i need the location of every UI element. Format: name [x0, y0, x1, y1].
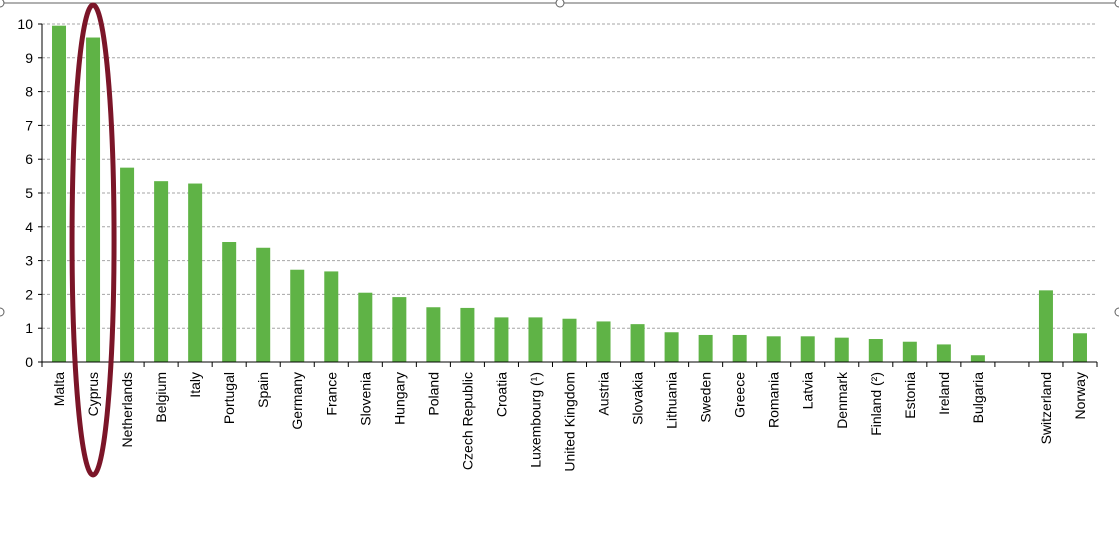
bar: [630, 324, 645, 362]
y-tick-label: 0: [25, 354, 33, 370]
y-tick-label: 3: [25, 253, 33, 269]
bar: [1038, 290, 1053, 362]
x-tick-label: Bulgaria: [970, 372, 986, 424]
bar: [766, 336, 781, 362]
y-tick-label: 7: [25, 117, 33, 133]
bar: [562, 318, 577, 362]
x-tick-label: Austria: [596, 372, 612, 416]
bar: [52, 25, 67, 362]
bar: [902, 341, 917, 362]
bar: [86, 37, 101, 363]
bar: [528, 317, 543, 362]
bar: [154, 181, 169, 362]
highlight-layer: [69, 2, 117, 478]
x-tick-label: Ireland: [936, 372, 952, 415]
x-tick-label: Cyprus: [85, 372, 101, 416]
x-tick-label: Denmark: [834, 371, 850, 429]
x-tick-label: Slovenia: [357, 372, 373, 426]
bar: [426, 307, 441, 362]
x-tick-label: Belgium: [153, 372, 169, 423]
x-tick-label: Lithuania: [664, 372, 680, 429]
x-tick-label: Portugal: [221, 372, 237, 424]
bar: [358, 292, 373, 362]
highlight-ellipse: [69, 2, 117, 478]
x-tick-label: Czech Republic: [459, 372, 475, 470]
x-tick-label: Romania: [766, 372, 782, 428]
bar: [868, 339, 883, 362]
x-tick-label: Italy: [187, 372, 203, 398]
y-tick-label: 8: [25, 84, 33, 100]
x-tick-label: Poland: [425, 372, 441, 416]
resize-handle-middle-right[interactable]: [1114, 307, 1119, 317]
bar: [1072, 333, 1087, 362]
x-tick-label: Spain: [255, 372, 271, 408]
x-tick-label: Switzerland: [1038, 372, 1054, 444]
x-tick-label: France: [323, 372, 339, 416]
x-tick-label: Slovakia: [630, 372, 646, 425]
y-tick-label: 4: [25, 219, 33, 235]
bar: [222, 242, 237, 362]
y-tick-label: 1: [25, 320, 33, 336]
y-tick-label: 5: [25, 185, 33, 201]
bar: [800, 336, 815, 362]
x-tick-label: Estonia: [902, 372, 918, 419]
bar: [970, 355, 985, 362]
x-tick-label: Norway: [1072, 372, 1088, 419]
bar: [188, 183, 203, 362]
x-tick-label: Finland (²): [868, 372, 884, 436]
x-axis: Malta Cyprus Netherlands Belgium Italy Portug…: [41, 361, 1098, 472]
y-axis: 0 1 2 3 4 5 6 7 8 9 10: [17, 16, 43, 370]
bar: [834, 337, 849, 362]
bars: [52, 25, 1087, 363]
bar: [460, 307, 475, 362]
x-tick-label: Sweden: [698, 372, 714, 423]
x-tick-label: Luxembourg (¹): [527, 372, 543, 468]
bar: [596, 321, 611, 362]
resize-handle-top-right[interactable]: [1114, 0, 1119, 8]
x-tick-label: Germany: [289, 372, 305, 430]
bar: [494, 317, 509, 362]
x-tick-label: Netherlands: [119, 372, 135, 448]
x-tick-label: Malta: [51, 372, 67, 406]
bar: [324, 271, 339, 362]
bar: [256, 247, 271, 362]
y-tick-label: 6: [25, 151, 33, 167]
bar: [732, 334, 747, 362]
x-tick-label: Hungary: [391, 372, 407, 425]
bar: [120, 167, 135, 362]
resize-handle-top-center[interactable]: [555, 0, 565, 8]
bar: [936, 344, 951, 362]
gridlines: [42, 23, 1097, 329]
x-tick-label: Latvia: [800, 372, 816, 410]
x-tick-label: Greece: [732, 372, 748, 418]
y-tick-label: 10: [17, 16, 33, 32]
bar: [698, 334, 713, 362]
bar: [392, 297, 407, 362]
y-tick-label: 9: [25, 50, 33, 66]
y-tick-label: 2: [25, 286, 33, 302]
resize-handle-middle-left[interactable]: [0, 307, 5, 317]
chart-frame: [0, 0, 1119, 317]
x-tick-label: United Kingdom: [562, 372, 578, 472]
x-tick-label: Croatia: [493, 372, 509, 417]
resize-handle-top-left[interactable]: [0, 0, 5, 8]
bar: [664, 332, 679, 362]
bar: [290, 269, 305, 362]
